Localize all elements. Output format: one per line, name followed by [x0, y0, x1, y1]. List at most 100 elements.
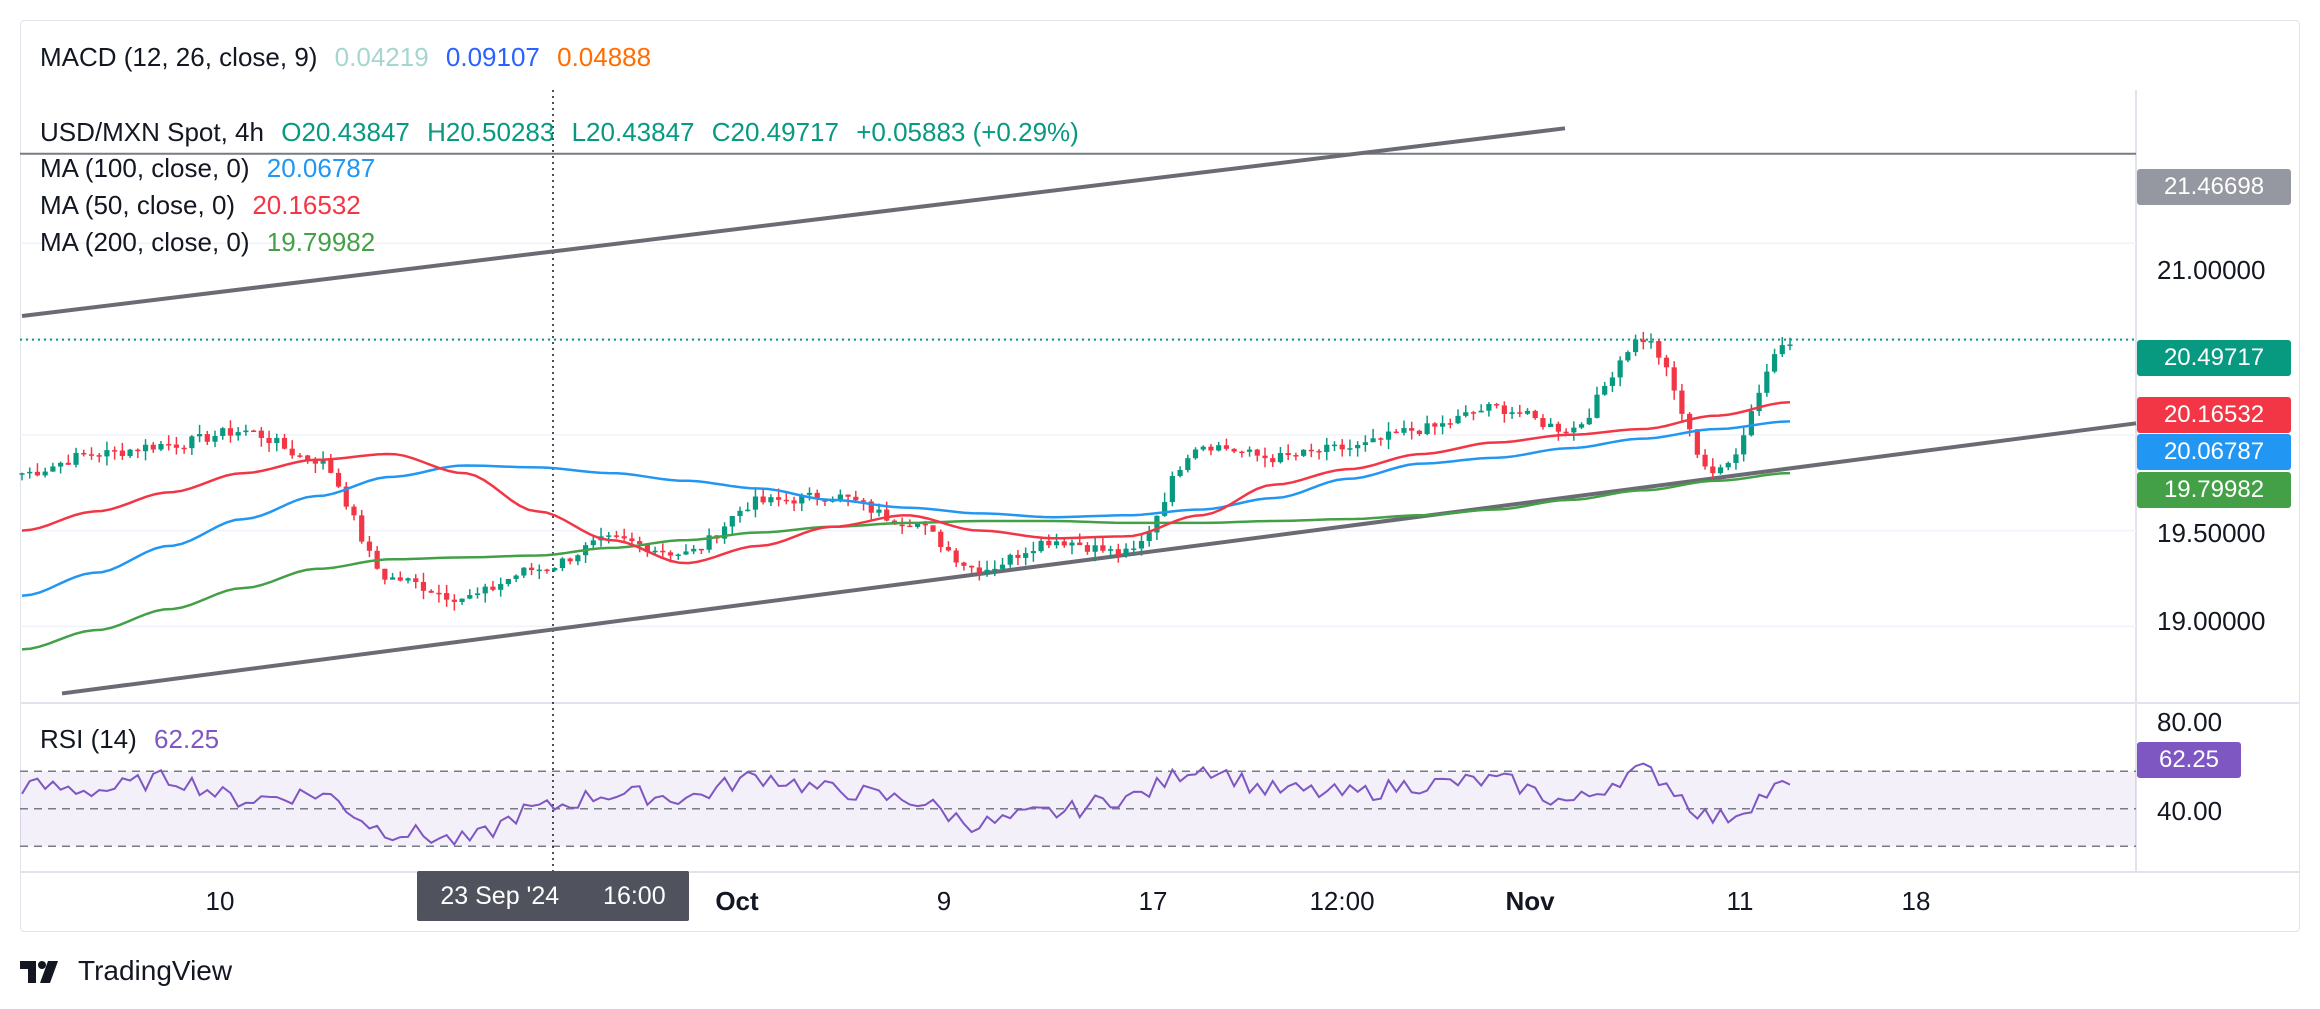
candle-body	[1648, 341, 1654, 343]
candle-body	[1355, 444, 1361, 449]
ma50-legend[interactable]: MA (50, close, 0) 20.16532	[40, 190, 371, 220]
candle-body	[613, 535, 620, 537]
candle-body	[868, 501, 874, 513]
ma100-price-tag[interactable]: 20.06787	[2137, 434, 2291, 470]
candle-body	[42, 471, 48, 476]
candle-body	[799, 494, 805, 504]
candle-body	[853, 496, 859, 501]
candle-body	[112, 450, 118, 452]
time-axis-label: 10	[205, 886, 235, 916]
candle-body	[760, 496, 766, 503]
candle-body	[644, 543, 650, 553]
candle-body	[675, 554, 681, 556]
ohlc-open: O20.43847	[281, 117, 410, 147]
ma200-legend[interactable]: MA (200, close, 0) 19.79982	[40, 227, 385, 257]
candle-body	[405, 578, 411, 581]
candle-body	[428, 590, 434, 593]
candle-body	[513, 575, 519, 579]
candle-body	[498, 584, 504, 590]
candle-body	[1424, 423, 1430, 434]
candle-body	[1540, 418, 1546, 427]
candle-body	[1478, 410, 1484, 413]
ma200-line	[21, 471, 1791, 651]
ma50-value: 20.16532	[252, 190, 361, 220]
ma50-label: MA (50, close, 0)	[40, 190, 236, 220]
candle-body	[768, 497, 774, 503]
candle-body	[721, 526, 728, 539]
ma200-value: 19.79982	[266, 227, 376, 257]
symbol-legend[interactable]: USD/MXN Spot, 4h O20.43847 H20.50283 L20…	[40, 117, 1089, 147]
candle-body	[969, 565, 975, 568]
candle-body	[1416, 430, 1423, 434]
macd-value-2: 0.09107	[445, 42, 540, 72]
last-price-tag[interactable]: 20.49717	[2137, 340, 2291, 376]
candle-body	[1324, 444, 1330, 452]
tradingview-logo-icon	[20, 957, 68, 985]
candle-body	[1030, 551, 1036, 554]
ma50-price-tag[interactable]: 20.16532	[2137, 397, 2291, 433]
candle-body	[320, 459, 326, 464]
candle-body	[173, 444, 180, 448]
macd-value-3: 0.04888	[557, 42, 652, 72]
candle-body	[1185, 458, 1191, 471]
time-axis-label: 17	[1138, 886, 1168, 916]
candle-body	[1656, 341, 1662, 358]
candle-body	[938, 531, 944, 547]
ma200-price-tag[interactable]: 19.79982	[2137, 472, 2291, 508]
candle-body	[961, 562, 967, 566]
candle-body	[845, 494, 851, 497]
candle-body	[266, 437, 272, 444]
hline-price-tag[interactable]: 21.46698	[2137, 169, 2291, 205]
candle-body	[1131, 548, 1137, 551]
candle-body	[1092, 545, 1098, 552]
candle-body	[1262, 455, 1268, 459]
rsi-price-tag[interactable]: 62.25	[2137, 742, 2241, 778]
ma100-legend[interactable]: MA (100, close, 0) 20.06787	[40, 153, 385, 183]
candle-body	[1146, 532, 1152, 541]
candle-body	[814, 492, 820, 500]
candle-body	[420, 581, 427, 591]
candle-body	[1169, 475, 1175, 503]
candle-body	[351, 506, 357, 516]
candle-body	[1771, 354, 1778, 372]
candle-body	[459, 598, 465, 602]
macd-legend[interactable]: MACD (12, 26, close, 9) 0.04219 0.09107 …	[40, 42, 661, 72]
candle-body	[652, 550, 658, 553]
ohlc-close: C20.49717	[711, 117, 839, 147]
candle-body	[1532, 410, 1538, 419]
candle-body	[243, 430, 249, 433]
candle-body	[1617, 360, 1623, 378]
candle-body	[104, 450, 110, 457]
candle-body	[930, 525, 936, 532]
candle-body	[1679, 390, 1685, 414]
candle-body	[1038, 540, 1044, 552]
candle-body	[397, 577, 403, 581]
candle-body	[528, 567, 535, 571]
ma100-label: MA (100, close, 0)	[40, 153, 250, 183]
candle-body	[1023, 553, 1029, 558]
macd-label: MACD (12, 26, close, 9)	[40, 42, 318, 72]
candle-body	[73, 452, 79, 465]
candle-body	[1463, 412, 1469, 416]
candle-body	[451, 599, 457, 602]
candle-body	[251, 430, 257, 433]
candle-body	[667, 552, 674, 556]
candle-body	[1632, 339, 1639, 353]
candle-body	[791, 500, 797, 504]
candle-body	[505, 578, 511, 585]
candle-body	[1123, 548, 1129, 555]
candle-body	[1362, 442, 1368, 445]
rsi-legend[interactable]: RSI (14) 62.25	[40, 724, 229, 754]
candle-body	[1007, 554, 1013, 565]
candle-body	[220, 428, 226, 436]
candle-body	[150, 444, 156, 450]
candle-body	[521, 567, 527, 576]
candle-body	[119, 450, 125, 456]
tradingview-logo[interactable]: TradingView	[20, 955, 232, 987]
candle-body	[1308, 449, 1314, 452]
candle-body	[660, 550, 666, 553]
time-axis-label: Nov	[1505, 886, 1555, 916]
crosshair-time-label: 23 Sep '24 16:00	[417, 871, 689, 921]
candle-body	[1015, 554, 1021, 558]
